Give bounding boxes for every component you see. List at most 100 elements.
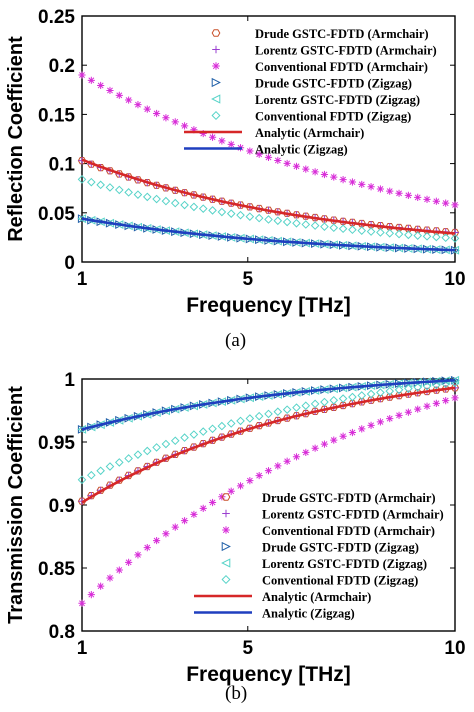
diamond-marker: [348, 225, 357, 235]
asterisk-marker: [451, 394, 459, 402]
diamond-marker: [189, 202, 199, 212]
diamond-marker: [170, 198, 180, 208]
asterisk-marker: [423, 195, 431, 203]
asterisk-marker: [190, 126, 198, 134]
legend-label: Lorentz GSTC-FDTD (Zigzag): [262, 557, 427, 571]
diamond-marker: [338, 394, 348, 403]
asterisk-marker: [339, 175, 347, 184]
asterisk-marker: [451, 201, 459, 209]
asterisk-marker: [330, 173, 338, 181]
hexagon-marker: [124, 173, 133, 181]
asterisk-marker: [283, 159, 291, 168]
diamond-marker: [376, 228, 385, 237]
diamond-marker: [366, 227, 376, 236]
diamond-marker: [198, 427, 208, 436]
y-axis-label-a: Reflection Coefficient: [5, 36, 27, 242]
x-tick-label-b: 5: [242, 638, 253, 659]
asterisk-marker: [218, 137, 226, 145]
asterisk-marker: [199, 129, 207, 138]
triangle-left-marker: [221, 558, 231, 568]
diamond-marker: [208, 206, 217, 215]
asterisk-marker: [302, 448, 310, 457]
asterisk-marker: [125, 96, 133, 104]
asterisk-marker: [264, 153, 273, 162]
legend-label: Analytic (Armchair): [255, 126, 364, 140]
asterisk-marker: [302, 165, 310, 173]
legend-label: Conventional FDTD (Zigzag): [262, 574, 418, 588]
diamond-marker: [124, 454, 133, 463]
diamond-marker: [211, 110, 221, 121]
asterisk-marker: [414, 193, 422, 201]
legend-label: Analytic (Armchair): [262, 590, 371, 604]
caption-b: (b): [225, 683, 248, 704]
diamond-marker: [161, 196, 171, 206]
triangle-left-marker: [211, 94, 221, 104]
diamond-marker: [301, 401, 311, 410]
y-tick-label-a: 0.2: [49, 56, 75, 77]
triangle-left-marker: [450, 375, 460, 385]
diamond-marker: [114, 458, 124, 467]
asterisk-marker: [320, 440, 329, 448]
series-hexagon-b: [77, 384, 460, 505]
hexagon-marker: [236, 427, 245, 435]
y-tick-label-b: 0.9: [49, 496, 75, 517]
asterisk-marker: [125, 558, 133, 566]
legend-label: Conventional FDTD (Zigzag): [255, 110, 411, 124]
diamond-marker: [273, 407, 283, 417]
asterisk-marker: [386, 414, 394, 423]
diamond-marker: [124, 188, 133, 197]
asterisk-marker: [97, 582, 105, 590]
asterisk-marker: [222, 526, 230, 534]
asterisk-marker: [395, 411, 403, 419]
x-axis-label-b: Frequency [THz]: [186, 663, 351, 686]
diamond-marker: [142, 446, 152, 456]
diamond-marker: [189, 430, 199, 439]
series-line-a: [81, 217, 456, 252]
x-tick-label-b: 10: [444, 638, 465, 659]
asterisk-marker: [432, 399, 440, 407]
asterisk-marker: [180, 517, 189, 525]
asterisk-marker: [212, 62, 220, 70]
asterisk-marker: [87, 76, 95, 84]
asterisk-marker: [292, 453, 301, 461]
series-line-a: [81, 158, 456, 235]
plus-marker: [222, 509, 230, 518]
y-tick-label-a: 0.25: [38, 7, 75, 28]
asterisk-marker: [404, 191, 412, 199]
asterisk-marker: [162, 530, 170, 538]
diamond-marker: [180, 200, 189, 210]
diamond-marker: [413, 382, 423, 392]
diamond-marker: [264, 215, 273, 224]
asterisk-marker: [143, 105, 151, 113]
legend-label: Drude GSTC-FDTD (Armchair): [255, 27, 429, 41]
diamond-marker: [413, 231, 423, 240]
hexagon-marker: [87, 492, 96, 500]
diamond-marker: [180, 433, 189, 442]
diamond-marker: [217, 421, 227, 431]
y-tick-label-b: 0.95: [38, 433, 75, 454]
diamond-marker: [329, 223, 339, 233]
hexagon-marker: [221, 493, 231, 501]
asterisk-marker: [171, 118, 179, 126]
hexagon-marker: [87, 160, 96, 168]
diamond-marker: [404, 384, 413, 393]
diamond-marker: [96, 180, 105, 190]
asterisk-marker: [162, 114, 170, 122]
y-tick-label-a: 0.1: [49, 155, 76, 176]
series-line-b: [81, 386, 456, 504]
x-tick-label-a: 10: [444, 269, 465, 290]
diamond-marker: [87, 470, 96, 480]
asterisk-marker: [404, 408, 412, 416]
diamond-marker: [273, 216, 283, 226]
diamond-marker: [236, 416, 245, 426]
diamond-marker: [366, 389, 376, 399]
y-axis-label-b: Transmission Coefficient: [5, 386, 27, 624]
hexagon-marker: [199, 440, 208, 448]
triangle-right-marker: [221, 541, 231, 552]
series-line-a: [81, 217, 456, 252]
legend-b: Drude GSTC-FDTD (Armchair) Lorentz GSTC-F…: [194, 491, 444, 621]
diamond-marker: [320, 222, 329, 231]
asterisk-marker: [208, 133, 217, 141]
diamond-marker: [282, 405, 292, 414]
asterisk-marker: [348, 178, 357, 186]
